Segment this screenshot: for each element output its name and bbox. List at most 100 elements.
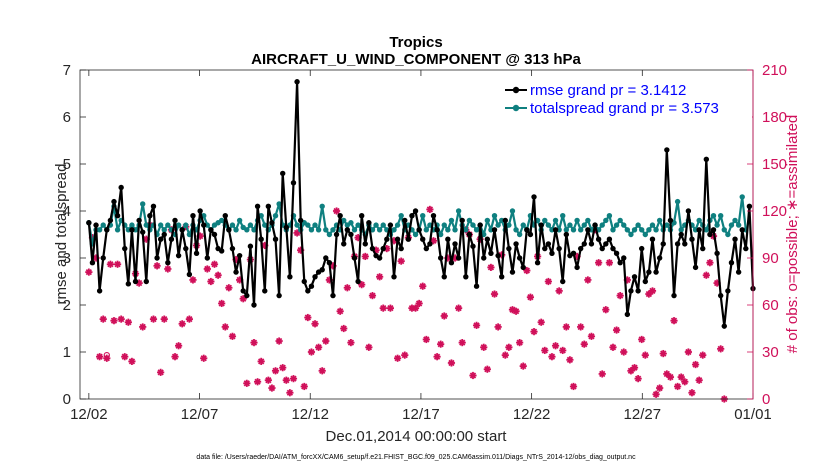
obs-assimilated-marker [250, 339, 258, 347]
totalspread-point [355, 222, 361, 228]
obs-assimilated-marker [257, 357, 265, 365]
rmse-point [323, 255, 329, 261]
rmse-point [581, 241, 587, 247]
obs-assimilated-marker [577, 323, 585, 331]
totalspread-point [305, 222, 311, 228]
obs-assimilated-marker [458, 339, 466, 347]
rmse-point [466, 231, 473, 238]
obs-assimilated-marker [171, 353, 179, 361]
totalspread-point [412, 231, 419, 238]
rmse-point [201, 222, 207, 228]
rmse-point [358, 213, 365, 219]
rmse-point [610, 245, 616, 252]
obs-assimilated-marker [699, 351, 707, 359]
totalspread-point [229, 222, 236, 228]
obs-assimilated-marker [544, 277, 552, 286]
y-axis-label-left: rmse and totalspread [53, 164, 70, 305]
totalspread-point [635, 222, 641, 228]
obs-assimilated-marker [117, 315, 125, 323]
totalspread-point [236, 217, 243, 224]
rmse-point [491, 227, 498, 233]
obs-assimilated-marker [433, 353, 441, 361]
obs-assimilated-marker [401, 351, 409, 359]
legend-box [498, 76, 752, 122]
rmse-point [570, 250, 577, 256]
obs-assimilated-marker [106, 260, 114, 268]
obs-assimilated-marker [555, 287, 563, 295]
obs-assimilated-marker [605, 259, 614, 267]
obs-assimilated-marker [684, 348, 692, 356]
rmse-point [448, 260, 455, 266]
rmse-point [721, 323, 727, 329]
rmse-point [337, 213, 343, 219]
rmse-point [366, 220, 372, 226]
rmse-point [96, 288, 103, 294]
x-tick-label: 12/22 [513, 406, 551, 423]
rmse-point [183, 245, 189, 252]
obs-assimilated-marker [110, 317, 118, 325]
x-tick-label: 12/07 [181, 406, 219, 423]
rmse-point [254, 203, 261, 209]
totalspread-point [100, 222, 106, 228]
obs-assimilated-marker [609, 343, 617, 351]
obs-assimilated-marker [494, 323, 502, 331]
y-left-tick-label: 2 [63, 297, 71, 314]
obs-assimilated-marker [282, 376, 290, 384]
rmse-point [147, 213, 153, 219]
totalspread-point [574, 217, 580, 224]
rmse-point [125, 281, 132, 287]
rmse-point [100, 255, 106, 261]
y-left-tick-label: 4 [63, 203, 71, 220]
rmse-point [545, 241, 552, 247]
rmse-point [660, 241, 666, 247]
rmse-point [136, 217, 142, 224]
obs-assimilated-marker [487, 263, 495, 271]
totalspread-point [175, 222, 182, 228]
rmse-point [678, 231, 684, 238]
rmse-point [226, 227, 232, 233]
obs-assimilated-marker [505, 343, 513, 351]
y-left-tick-label: 1 [63, 344, 71, 361]
y-right-tick-label: 60 [762, 297, 779, 314]
rmse-point [420, 236, 426, 242]
y-left-tick-label: 3 [63, 250, 71, 267]
rmse-point [700, 245, 706, 252]
obs-assimilated-marker [279, 364, 287, 372]
obs-assimilated-marker [598, 370, 606, 378]
footnote: data file: /Users/raeder/DAI/ATM_forcXX/… [196, 454, 636, 461]
totalspread-point [272, 213, 279, 219]
rmse-point [308, 283, 315, 289]
rmse-point [603, 241, 609, 247]
rmse-point [606, 236, 613, 242]
totalspread-point [506, 222, 512, 228]
obs-assimilated-marker [480, 343, 488, 351]
obs-assimilated-marker [659, 349, 667, 358]
rmse-point [502, 217, 508, 224]
rmse-point [441, 274, 447, 280]
totalspread-point [613, 222, 620, 228]
rmse-point [430, 213, 437, 219]
totalspread-point [114, 227, 121, 233]
rmse-point [642, 278, 649, 285]
rmse-point [376, 255, 383, 261]
totalspread-point [484, 217, 491, 224]
totalspread-point [129, 222, 135, 228]
rmse-point [129, 227, 135, 233]
obs-assimilated-marker [455, 304, 463, 312]
obs-assimilated-marker [185, 315, 193, 323]
rmse-point [542, 245, 548, 252]
rmse-point [351, 255, 358, 261]
rmse-point [387, 222, 394, 228]
rmse-point [577, 245, 584, 252]
totalspread-point [570, 227, 577, 233]
rmse-point [552, 227, 559, 233]
totalspread-point [380, 222, 386, 228]
rmse-point [520, 264, 526, 271]
rmse-point [470, 243, 476, 249]
totalspread-point [165, 222, 171, 228]
obs-assimilated-marker [210, 260, 219, 268]
rmse-point [140, 229, 146, 235]
totalspread-point [735, 222, 742, 228]
x-tick-label: 12/27 [624, 406, 662, 423]
legend: rmse grand pr = 3.1412 totalspread grand… [498, 76, 752, 122]
